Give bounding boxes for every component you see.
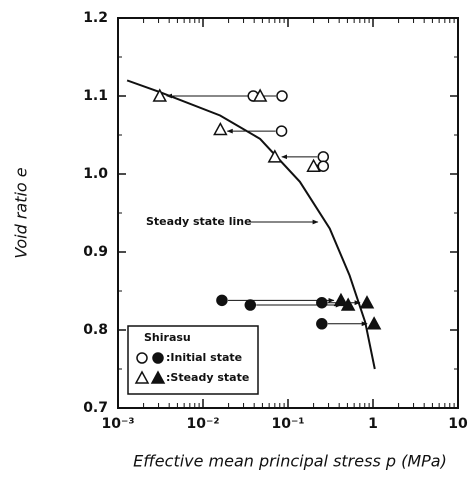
- point: [276, 90, 288, 102]
- point: [306, 158, 321, 172]
- legend-marker: [136, 352, 148, 364]
- y-tick-label: 1.2: [83, 10, 108, 26]
- point: [216, 294, 228, 307]
- legend-marker: [134, 370, 150, 384]
- point: [244, 299, 257, 311]
- x-tick-label: 10⁻³: [101, 416, 134, 432]
- point: [366, 316, 382, 330]
- legend-title: Shirasu: [144, 331, 191, 344]
- point: [317, 160, 330, 172]
- point: [359, 295, 375, 309]
- y-tick-label: 1.0: [83, 166, 108, 182]
- legend-label: :Steady state: [166, 371, 249, 384]
- point: [267, 149, 283, 163]
- legend-box: [127, 325, 259, 395]
- x-axis-label: Effective mean principal stress p (MPa): [133, 452, 447, 471]
- point: [152, 88, 168, 102]
- y-tick-label: 0.8: [83, 322, 108, 338]
- steady-state-line: [126, 79, 376, 370]
- point: [333, 292, 349, 307]
- point: [252, 88, 268, 102]
- y-tick-label: 0.9: [83, 244, 108, 260]
- legend-label: :Initial state: [166, 351, 242, 364]
- legend-marker: [150, 370, 166, 384]
- point: [275, 125, 288, 137]
- curve-annotation: Steady state line: [146, 215, 252, 228]
- point: [213, 121, 228, 136]
- legend-marker: [152, 352, 164, 364]
- y-axis-label: Void ratio e: [12, 167, 31, 258]
- x-tick-label: 10⁻²: [186, 416, 219, 432]
- y-tick-label: 0.7: [83, 400, 108, 416]
- point: [317, 151, 330, 163]
- point: [316, 318, 328, 330]
- point: [340, 297, 356, 311]
- y-tick-label: 1.1: [83, 88, 108, 104]
- x-tick-label: 10: [448, 416, 468, 432]
- point: [316, 296, 328, 309]
- x-tick-label: 10⁻¹: [271, 416, 304, 432]
- x-tick-label: 1: [368, 416, 378, 432]
